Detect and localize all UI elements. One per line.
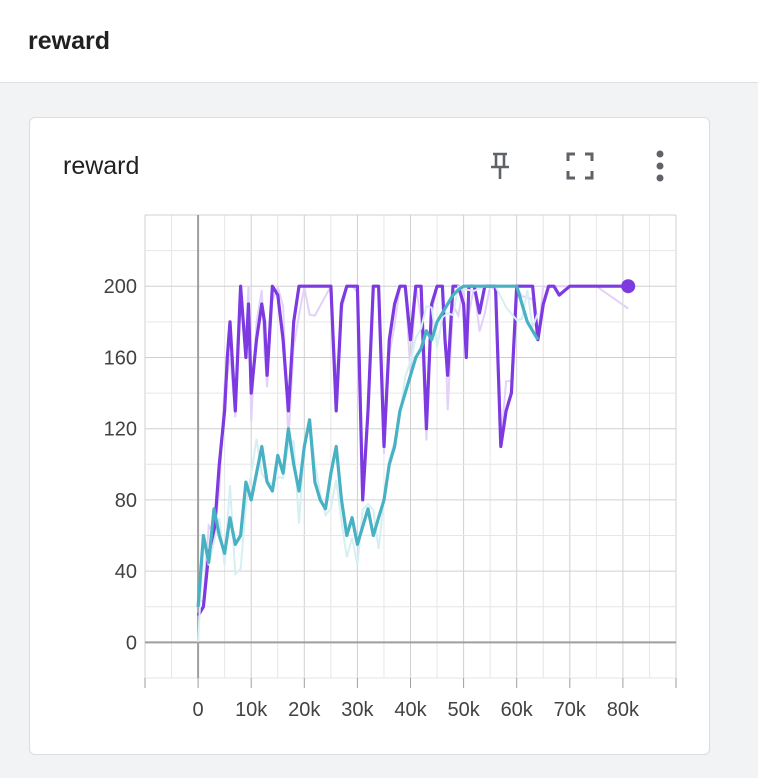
more-vert-icon[interactable] bbox=[642, 148, 678, 184]
series-0-end-marker bbox=[621, 279, 636, 294]
x-tick-label: 10k bbox=[235, 699, 268, 721]
x-tick-label: 70k bbox=[554, 699, 587, 721]
chart-card: reward 0 10k 20k 30k 40k 50k 60k 70k 80k 0 40 80 120… bbox=[29, 117, 710, 755]
fullscreen-icon[interactable] bbox=[562, 148, 598, 184]
x-tick-label: 50k bbox=[447, 699, 480, 721]
x-tick-label: 30k bbox=[341, 699, 374, 721]
x-tick-label: 40k bbox=[394, 699, 427, 721]
pin-icon[interactable] bbox=[482, 148, 518, 184]
page-header: reward bbox=[0, 0, 758, 83]
series-1-line bbox=[196, 284, 540, 607]
page-title: reward bbox=[28, 27, 110, 55]
y-tick-label: 120 bbox=[104, 419, 137, 441]
y-tick-label: 80 bbox=[115, 490, 137, 512]
series-1-raw-line bbox=[197, 284, 539, 642]
series-0-raw-line bbox=[197, 282, 629, 603]
x-tick-label: 20k bbox=[288, 699, 321, 721]
series-0-line bbox=[196, 284, 629, 617]
reward-line-chart[interactable]: 0 10k 20k 30k 40k 50k 60k 70k 80k 0 40 80 120 160 200 bbox=[30, 118, 709, 754]
chart-title: reward bbox=[63, 152, 140, 180]
y-tick-label: 200 bbox=[104, 276, 137, 298]
y-tick-label: 40 bbox=[115, 561, 137, 583]
y-tick-label: 160 bbox=[104, 347, 137, 369]
x-tick-label: 80k bbox=[607, 699, 640, 721]
y-tick-label: 0 bbox=[126, 632, 137, 654]
x-tick-label: 60k bbox=[501, 699, 534, 721]
x-tick-label: 0 bbox=[193, 699, 204, 721]
